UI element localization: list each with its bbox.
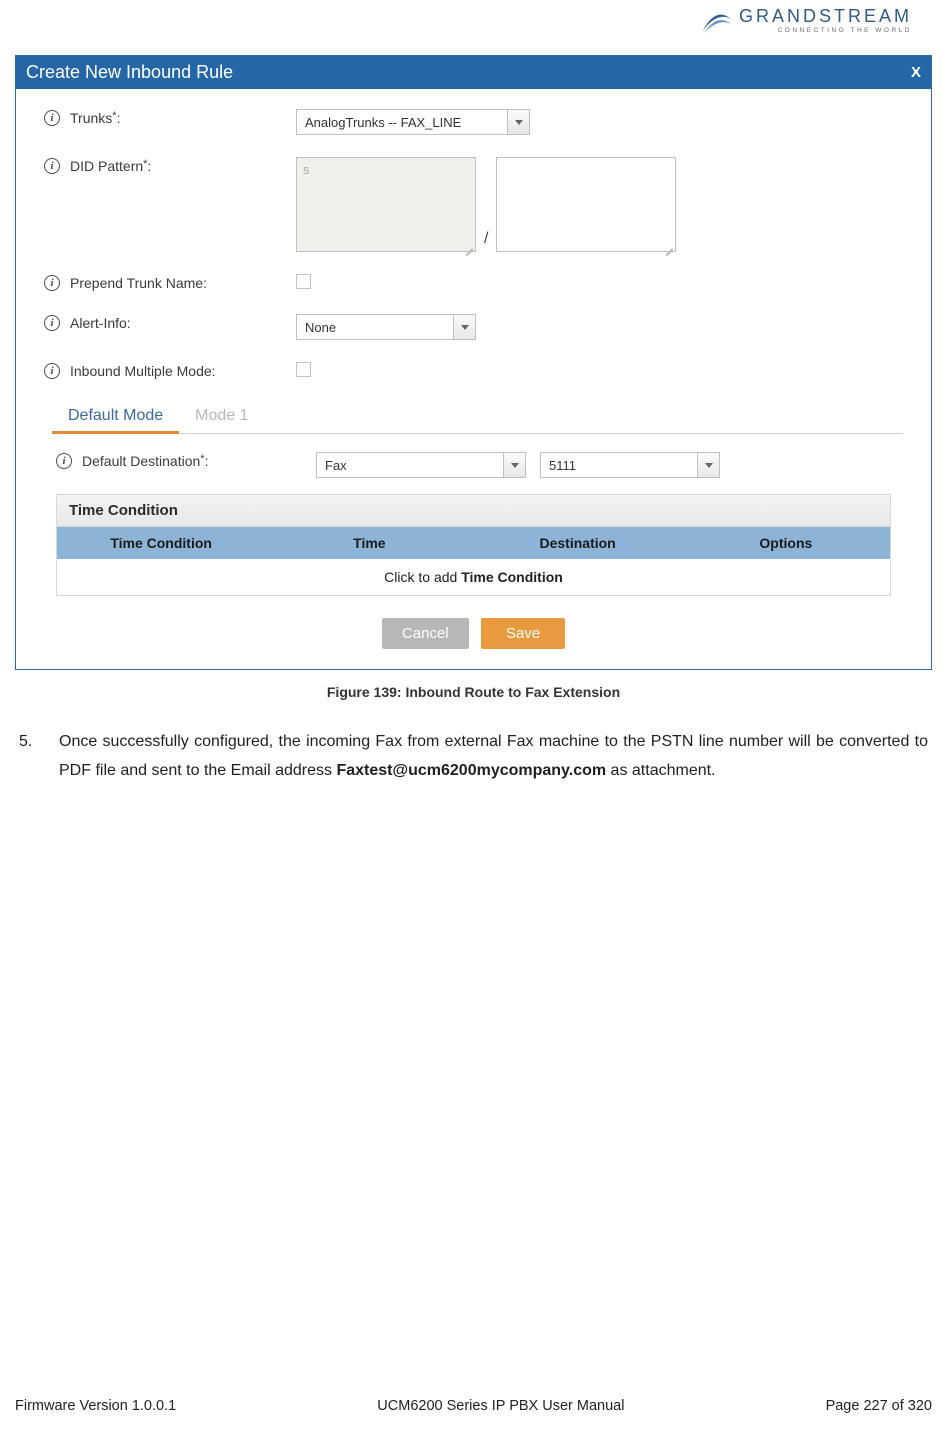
dialog-titlebar: Create New Inbound Rule X [16,56,931,89]
multimode-label: Inbound Multiple Mode: [70,362,216,380]
col-time: Time [265,535,473,551]
time-condition-section: Time Condition Time Condition Time Desti… [56,494,891,596]
alert-info-value: None [297,320,453,335]
logo-tagline: CONNECTING THE WORLD [739,28,912,35]
default-destination-label: Default Destination*: [82,452,208,472]
trunks-select[interactable]: AnalogTrunks -- FAX_LINE [296,109,530,135]
chevron-down-icon [503,453,525,477]
alert-info-select[interactable]: None [296,314,476,340]
cancel-button[interactable]: Cancel [382,618,469,649]
info-icon[interactable]: i [44,158,60,174]
col-time-condition: Time Condition [57,535,265,551]
prepend-checkbox[interactable] [296,274,311,289]
did-separator: / [484,230,488,252]
col-options: Options [682,535,890,551]
col-destination: Destination [474,535,682,551]
chevron-down-icon [453,315,475,339]
logo-name: GRANDSTREAM [739,7,912,25]
info-icon[interactable]: i [44,363,60,379]
add-time-condition[interactable]: Click to add Time Condition [57,559,890,595]
step-number: 5. [19,728,41,786]
inbound-rule-dialog: Create New Inbound Rule X i Trunks*: Ana… [15,55,932,670]
chevron-down-icon [697,453,719,477]
resize-icon[interactable] [463,239,473,249]
did-pattern-input-1[interactable]: s [296,157,476,252]
did-pattern-input-2[interactable] [496,157,676,252]
destination-type-select[interactable]: Fax [316,452,526,478]
info-icon[interactable]: i [44,110,60,126]
save-button[interactable]: Save [481,618,565,649]
figure-caption: Figure 139: Inbound Route to Fax Extensi… [15,684,932,700]
trunks-value: AnalogTrunks -- FAX_LINE [297,115,507,130]
logo-icon [699,4,733,38]
time-condition-heading: Time Condition [57,495,890,527]
page-footer: Firmware Version 1.0.0.1 UCM6200 Series … [15,1398,932,1414]
step-5: 5. Once successfully configured, the inc… [15,728,932,786]
dialog-title: Create New Inbound Rule [26,62,233,83]
time-condition-columns: Time Condition Time Destination Options [57,527,890,559]
trunks-label: Trunks*: [70,109,120,129]
footer-manual-title: UCM6200 Series IP PBX User Manual [377,1398,624,1414]
chevron-down-icon [507,110,529,134]
info-icon[interactable]: i [44,275,60,291]
step-text: Once successfully configured, the incomi… [59,728,928,786]
resize-icon[interactable] [663,239,673,249]
multimode-checkbox[interactable] [296,362,311,377]
tab-default-mode[interactable]: Default Mode [52,402,179,434]
alert-info-label: Alert-Info: [70,314,131,332]
prepend-label: Prepend Trunk Name: [70,274,207,292]
did-pattern-label: DID Pattern*: [70,157,151,177]
destination-ext-select[interactable]: 5111 [540,452,720,478]
footer-page-number: Page 227 of 320 [826,1398,932,1414]
tab-mode-1[interactable]: Mode 1 [179,402,264,433]
brand-logo: GRANDSTREAM CONNECTING THE WORLD [15,0,932,55]
close-icon[interactable]: X [911,64,921,81]
mode-tabs: Default Mode Mode 1 [52,402,903,434]
footer-firmware: Firmware Version 1.0.0.1 [15,1398,176,1414]
destination-type-value: Fax [317,458,503,473]
info-icon[interactable]: i [56,453,72,469]
info-icon[interactable]: i [44,315,60,331]
destination-ext-value: 5111 [541,458,697,473]
